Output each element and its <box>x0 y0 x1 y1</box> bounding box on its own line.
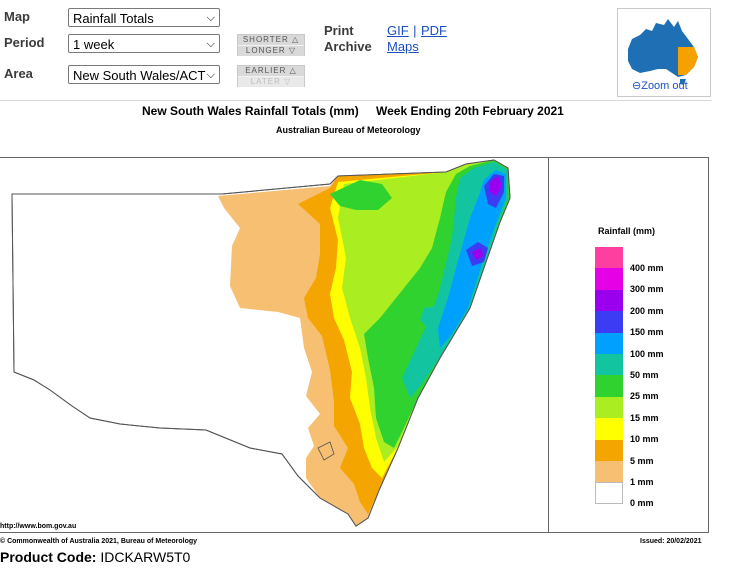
zoom-out-label: Zoom out <box>641 80 688 92</box>
legend: 400 mm 300 mm 200 mm 150 mm 100 mm 50 mm 25 mm… <box>595 247 715 508</box>
map-label: Map <box>4 9 30 24</box>
zoom-out-icon: ⊖ <box>632 80 642 92</box>
print-archive-label: Print Archive <box>324 23 372 55</box>
legend-swatch <box>595 482 623 504</box>
product-code-value: IDCKARW5T0 <box>100 549 191 565</box>
legend-label: 100 mm <box>630 348 664 359</box>
australia-thumbnail[interactable]: ⊖Zoom out <box>617 8 711 97</box>
legend-label: 200 mm <box>630 305 664 316</box>
period-select-value: 1 week <box>73 37 115 52</box>
date-stepper: EARLIER △ LATER ▽ <box>237 65 305 87</box>
header-divider <box>0 100 712 101</box>
product-code: Product Code: IDCKARW5T0 <box>0 549 190 565</box>
chevron-down-icon: ⌵ <box>206 38 215 50</box>
legend-swatch <box>595 332 623 354</box>
area-label: Area <box>4 66 33 81</box>
legend-label: 15 mm <box>630 412 659 423</box>
week-ending: Week Ending 20th February 2021 <box>376 104 564 118</box>
longer-button[interactable]: LONGER ▽ <box>238 46 304 56</box>
legend-swatch <box>595 418 623 440</box>
australia-map-icon <box>628 19 698 85</box>
period-stepper: SHORTER △ LONGER ▽ <box>237 34 305 56</box>
print-label: Print <box>324 23 354 38</box>
period-select[interactable]: 1 week ⌵ <box>68 34 220 53</box>
issued-date: Issued: 20/02/2021 <box>640 538 702 545</box>
gif-link[interactable]: GIF <box>387 23 409 38</box>
legend-swatch <box>595 396 623 419</box>
later-button[interactable]: LATER ▽ <box>238 77 304 87</box>
legend-label: 150 mm <box>630 327 664 338</box>
map-select-value: Rainfall Totals <box>73 11 154 26</box>
map-subtitle: Australian Bureau of Meteorology <box>276 125 421 135</box>
legend-label: 1 mm <box>630 477 654 487</box>
website-text: http://www.bom.gov.au <box>0 523 77 530</box>
legend-swatch <box>595 268 623 290</box>
earlier-button[interactable]: EARLIER △ <box>238 66 304 76</box>
map-title: New South Wales Rainfall Totals (mm) <box>142 104 359 118</box>
legend-swatch <box>595 439 623 461</box>
archive-label: Archive <box>324 39 372 54</box>
legend-label: 10 mm <box>630 434 659 445</box>
legend-label: 300 mm <box>630 284 664 295</box>
maps-link[interactable]: Maps <box>387 39 419 54</box>
area-select[interactable]: New South Wales/ACT ⌵ <box>68 65 220 84</box>
copyright-text: © Commonwealth of Australia 2021, Bureau… <box>0 538 198 545</box>
legend-label: 25 mm <box>630 391 659 402</box>
legend-label: 50 mm <box>630 370 659 380</box>
link-separator: | <box>413 23 417 38</box>
legend-swatches: 400 mm 300 mm 200 mm 150 mm 100 mm 50 mm 25 mm… <box>595 247 715 508</box>
legend-swatch <box>595 375 623 397</box>
legend-swatch <box>595 461 623 483</box>
period-label: Period <box>4 35 45 50</box>
legend-swatch <box>595 247 623 269</box>
map-select[interactable]: Rainfall Totals ⌵ <box>68 8 220 27</box>
pdf-link[interactable]: PDF <box>420 23 447 38</box>
rainfall-map <box>11 159 511 527</box>
legend-title: Rainfall (mm) <box>598 226 656 236</box>
legend-label: 0 mm <box>630 498 654 509</box>
legend-divider <box>548 157 549 533</box>
area-select-value: New South Wales/ACT <box>73 68 206 83</box>
print-links: GIF | PDF Maps <box>387 23 447 55</box>
legend-swatch <box>595 311 623 333</box>
product-code-label: Product Code: <box>0 549 97 565</box>
legend-label: 5 mm <box>630 455 654 466</box>
shorter-button[interactable]: SHORTER △ <box>238 35 304 45</box>
map-frame <box>0 157 709 533</box>
chevron-down-icon: ⌵ <box>206 69 215 81</box>
legend-label: 400 mm <box>630 263 664 273</box>
chevron-down-icon: ⌵ <box>206 12 215 24</box>
legend-swatch <box>595 354 623 376</box>
zoom-out-button[interactable]: ⊖Zoom out <box>632 79 688 92</box>
legend-swatch <box>595 289 623 312</box>
